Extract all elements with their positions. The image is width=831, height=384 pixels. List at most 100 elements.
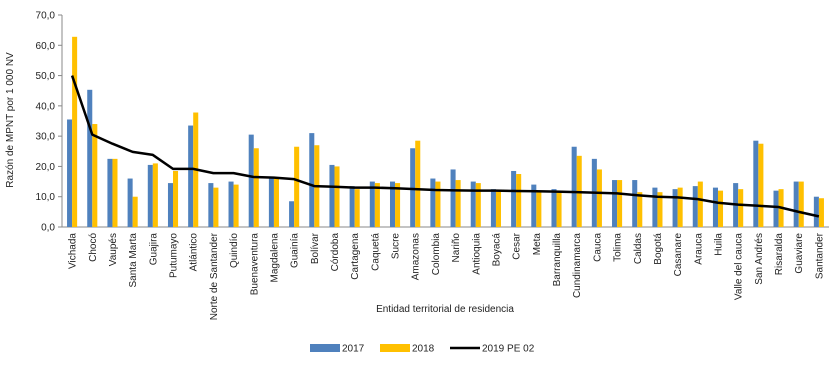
- bar-2018: [556, 190, 562, 227]
- x-tick-label: Quindío: [229, 233, 240, 268]
- bar-2018: [435, 181, 441, 227]
- bar-2018: [798, 181, 804, 227]
- x-tick-label: Santander: [814, 232, 825, 279]
- x-axis-label: Entidad territorial de residencia: [376, 304, 514, 315]
- bar-2017: [228, 181, 234, 227]
- bar-2018: [657, 192, 663, 227]
- bar-2018: [495, 190, 502, 227]
- x-tick-label: Magdalena: [269, 233, 280, 283]
- bar-2018: [717, 190, 724, 227]
- bar-2017: [289, 201, 295, 227]
- bar-2018: [617, 180, 623, 227]
- bar-2017: [712, 187, 718, 227]
- bar-2018: [596, 169, 602, 227]
- x-tick-label: Barranquilla: [552, 233, 563, 287]
- x-tick-labels: Vichada Chocó Vaupés Santa Marta Guajira Putu…: [68, 232, 826, 320]
- bar-2018: [72, 36, 78, 228]
- bar-2018: [637, 192, 643, 227]
- bar-2018: [273, 177, 279, 227]
- bar-2018: [758, 143, 764, 227]
- legend: 2017 2018 2019 PE 02: [310, 344, 535, 355]
- bar-2017: [551, 189, 557, 227]
- bar-2017: [490, 189, 496, 227]
- x-tick-label: Buenaventura: [249, 233, 260, 296]
- bar-2017: [67, 119, 73, 227]
- bar-2018: [213, 187, 219, 227]
- x-tick-label: Guajira: [148, 233, 159, 266]
- x-tick-label: Nariño: [451, 233, 462, 263]
- line-2019 PE 02: [70, 75, 820, 218]
- bar-2017: [248, 134, 254, 227]
- bar-2018: [818, 198, 824, 227]
- x-tick-label: Bogotá: [653, 233, 664, 265]
- x-tick-label: Tolima: [613, 233, 624, 262]
- x-tick-label: Cundinamarca: [572, 233, 583, 298]
- bar-2018: [253, 148, 259, 227]
- y-axis-label: Razón de MPNT por 1 000 NV: [5, 52, 16, 188]
- bar-2017: [410, 148, 416, 227]
- bar-2018: [738, 189, 744, 227]
- bar-2017: [692, 186, 698, 227]
- bar-2018: [516, 174, 522, 227]
- x-tick-label: Caquetá: [370, 233, 381, 271]
- bar-2018: [455, 180, 461, 227]
- bar-2017: [571, 146, 577, 227]
- y-tick-label: 0,0: [41, 223, 55, 234]
- line-series: [70, 75, 820, 218]
- bar-2017: [268, 177, 274, 227]
- bar-2018: [354, 189, 360, 227]
- bar-2017: [511, 170, 517, 227]
- y-tick-label: 50,0: [36, 71, 56, 82]
- x-tick-label: Guainía: [290, 233, 301, 268]
- bar-2018: [173, 170, 179, 227]
- x-tick-label: Bolívar: [310, 232, 321, 264]
- x-tick-label: Huila: [713, 233, 724, 256]
- bar-2018: [536, 190, 542, 227]
- x-tick-label: Cauca: [592, 233, 603, 262]
- bar-2017: [329, 164, 335, 227]
- x-tick-label: Vaupés: [108, 233, 119, 266]
- bar-2017: [167, 183, 174, 227]
- x-tick-label: Santa Marta: [128, 233, 139, 288]
- bar-2017: [652, 187, 658, 227]
- x-tick-label: San Andrés: [754, 233, 765, 285]
- bar-2018: [697, 181, 703, 227]
- x-tick-label: Valle del cauca: [734, 233, 745, 301]
- bar-2017: [753, 140, 759, 227]
- x-tick-label: Cesar: [512, 232, 523, 259]
- legend-label-2018: 2018: [412, 344, 435, 355]
- bar-2017: [87, 89, 93, 227]
- x-tick-label: Chocó: [88, 233, 99, 262]
- bar-2017: [369, 181, 375, 227]
- y-tick-label: 40,0: [36, 101, 56, 112]
- bar-2017: [208, 183, 214, 227]
- bar-2018: [475, 183, 481, 227]
- x-tick-label: Norte de Santander: [209, 232, 220, 320]
- x-tick-label: Putumayo: [169, 233, 180, 278]
- legend-label-2019 PE 02: 2019 PE 02: [482, 344, 535, 355]
- bar-2018: [132, 196, 138, 227]
- bar-2017: [793, 181, 799, 227]
- x-tick-label: Amazonas: [411, 233, 422, 280]
- x-tick-label: Antioquia: [471, 233, 482, 275]
- x-tick-label: Boyacá: [491, 233, 502, 267]
- bar-2017: [450, 169, 456, 227]
- bar-2018: [112, 158, 118, 227]
- x-tick-label: Risaralda: [774, 233, 785, 276]
- bar-2017: [612, 180, 618, 227]
- bar-2018: [395, 183, 401, 227]
- bar-2017: [632, 180, 638, 227]
- bar-2017: [531, 184, 537, 227]
- x-tick-label: Guaviare: [794, 233, 805, 274]
- bar-2017: [470, 181, 476, 227]
- bar-2018: [152, 163, 158, 227]
- y-tick-label: 60,0: [36, 41, 56, 52]
- bar-2018: [415, 140, 421, 227]
- bar-2017: [349, 186, 355, 227]
- bars: [67, 36, 824, 228]
- bar-2017: [430, 178, 436, 227]
- bar-2018: [233, 184, 239, 227]
- x-tick-label: Casanare: [673, 233, 684, 277]
- x-tick-label: Vichada: [68, 233, 79, 269]
